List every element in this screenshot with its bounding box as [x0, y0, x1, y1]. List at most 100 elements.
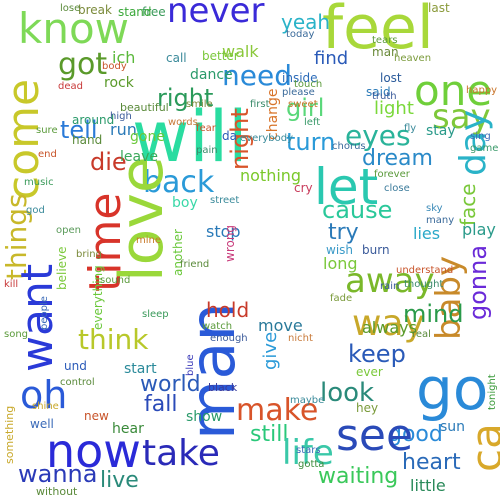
word-lost: lost	[380, 71, 402, 85]
word-tonight: tonight	[487, 374, 498, 410]
word-back: back	[143, 165, 215, 200]
word-fear: fear	[196, 123, 216, 134]
word-light: light	[374, 98, 414, 119]
word-touch: touch	[294, 79, 323, 90]
word-will: will	[132, 96, 248, 178]
word-beautiful: beautiful	[120, 101, 169, 114]
word-live: live	[100, 468, 139, 493]
word-street: street	[210, 195, 240, 206]
word-go: go	[416, 355, 489, 423]
word-sleep: sleep	[142, 309, 169, 320]
word-need: need	[222, 59, 292, 92]
word-make: make	[236, 393, 319, 428]
word-lies: lies	[413, 224, 441, 243]
word-tell: tell	[60, 116, 98, 144]
word-everybody: everybody	[240, 133, 293, 144]
word-today: today	[286, 29, 315, 40]
word-sure: sure	[36, 125, 58, 136]
word-better: better	[202, 49, 239, 63]
word-girl: girl	[286, 94, 325, 122]
word-stop: stop	[206, 222, 241, 241]
word-real: real	[412, 329, 431, 340]
word-dance: dance	[190, 67, 233, 83]
word-bring: bring	[76, 249, 102, 260]
word-truth: truth	[372, 91, 397, 102]
word-break: break	[78, 3, 112, 17]
word-happy: happy	[466, 85, 498, 96]
word-long: long	[323, 254, 358, 273]
word-little: little	[410, 476, 446, 495]
word-nicht: nicht	[288, 333, 313, 344]
word-wrong: wrong	[223, 224, 237, 262]
word-now: now	[46, 424, 141, 478]
word-love: love	[107, 156, 177, 282]
word-stars: stars	[296, 445, 321, 456]
word-said: said	[366, 85, 391, 99]
word-call: call	[166, 51, 187, 65]
word-around: around	[72, 113, 115, 127]
word-well: well	[30, 417, 54, 431]
word-look: look	[320, 378, 375, 408]
word-always: always	[362, 318, 417, 337]
word-mind: mind	[403, 300, 464, 328]
word-hey: hey	[356, 401, 379, 415]
word-open: open	[56, 225, 81, 236]
word-thought: thought	[404, 279, 444, 290]
word-control: control	[60, 377, 95, 388]
word-away: away	[345, 261, 435, 301]
word-ca: ca	[462, 423, 500, 472]
word-give: give	[260, 331, 281, 370]
word-take: take	[142, 433, 220, 474]
word-smile: smile	[186, 99, 213, 110]
word-feel: feel	[322, 0, 434, 63]
word-hear: hear	[112, 421, 144, 437]
word-shine: shine	[32, 401, 59, 412]
word-hold: hold	[206, 298, 250, 322]
word-people: people	[39, 296, 50, 330]
word-cry: cry	[294, 181, 313, 195]
word-boy: boy	[172, 195, 198, 211]
word-last: last	[428, 1, 450, 15]
word-new: new	[84, 409, 109, 423]
word-lose: lose	[60, 3, 81, 14]
word-run: run	[110, 120, 137, 139]
word-yeah: yeah	[281, 10, 331, 34]
word-gotta: gotta	[298, 459, 325, 470]
word-eyes: eyes	[345, 119, 411, 152]
word-fade: fade	[330, 293, 353, 304]
word-leave: leave	[120, 149, 158, 165]
word-da: da	[222, 129, 237, 143]
word-let: let	[314, 158, 379, 216]
word-end: end	[38, 149, 57, 160]
word-body: body	[102, 61, 127, 72]
word-enough: enough	[210, 333, 248, 344]
word-sound: sound	[100, 275, 131, 286]
word-turn: turn	[286, 128, 336, 156]
word-move: move	[258, 316, 303, 335]
word-nothing: nothing	[240, 166, 302, 185]
word-right: right	[157, 84, 214, 112]
word-burn: burn	[362, 243, 390, 257]
word-heaven: heaven	[394, 53, 432, 64]
word-believe: believe	[55, 246, 69, 290]
word-dream: dream	[362, 146, 433, 171]
word-close: close	[384, 183, 410, 194]
word-cause: cause	[322, 196, 393, 224]
word-die: die	[90, 148, 127, 176]
word-ever: ever	[356, 365, 383, 379]
word-mine: mine	[136, 235, 162, 246]
word-wish: wish	[326, 243, 354, 257]
word-game: game	[470, 143, 499, 154]
word-ich: ich	[112, 48, 136, 67]
word-sweet: sweet	[288, 99, 318, 110]
word-left: left	[304, 117, 321, 128]
word-hand: hand	[72, 133, 103, 147]
word-world: world	[140, 372, 201, 397]
word-words: words	[168, 117, 198, 128]
word-start: start	[124, 361, 157, 377]
word-got: got	[58, 47, 108, 82]
word-maybe: maybe	[290, 395, 325, 406]
word-friend: friend	[180, 259, 210, 270]
word-show: show	[186, 409, 223, 425]
word-chorus: chorus	[332, 141, 366, 152]
